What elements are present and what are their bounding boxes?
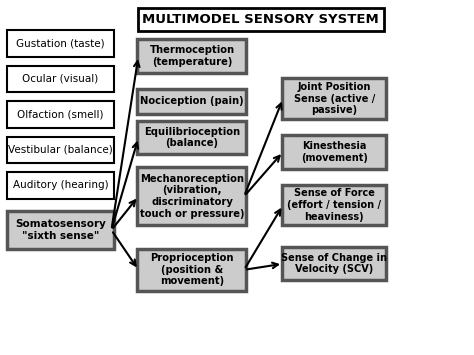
Text: Gustation (taste): Gustation (taste) (16, 38, 105, 49)
Text: Joint Position
Sense (active /
passive): Joint Position Sense (active / passive) (293, 82, 375, 115)
FancyBboxPatch shape (137, 39, 246, 73)
Text: Sense of Force
(effort / tension /
heaviness): Sense of Force (effort / tension / heavi… (287, 189, 381, 222)
Text: Vestibular (balance): Vestibular (balance) (8, 145, 113, 155)
FancyBboxPatch shape (7, 101, 114, 128)
Text: Sense of Change in
Velocity (SCV): Sense of Change in Velocity (SCV) (281, 253, 387, 274)
FancyBboxPatch shape (7, 172, 114, 199)
FancyBboxPatch shape (7, 211, 114, 248)
FancyBboxPatch shape (282, 247, 386, 280)
Text: Nociception (pain): Nociception (pain) (140, 96, 244, 106)
Text: Mechanoreception
(vibration,
discriminatory
touch or pressure): Mechanoreception (vibration, discriminat… (140, 174, 244, 219)
Text: Equilibrioception
(balance): Equilibrioception (balance) (144, 127, 240, 148)
FancyBboxPatch shape (7, 137, 114, 163)
Text: Olfaction (smell): Olfaction (smell) (17, 109, 104, 120)
FancyBboxPatch shape (137, 89, 246, 114)
Text: MULTIMODEL SENSORY SYSTEM: MULTIMODEL SENSORY SYSTEM (142, 13, 379, 26)
FancyBboxPatch shape (7, 66, 114, 92)
FancyBboxPatch shape (282, 185, 386, 225)
Text: Kinesthesia
(movement): Kinesthesia (movement) (301, 141, 368, 163)
Text: Somatosensory
"sixth sense": Somatosensory "sixth sense" (15, 219, 106, 241)
FancyBboxPatch shape (137, 167, 246, 225)
Text: Proprioception
(position &
movement): Proprioception (position & movement) (150, 253, 234, 286)
FancyBboxPatch shape (137, 121, 246, 154)
Text: Thermoception
(temperature): Thermoception (temperature) (149, 45, 235, 67)
FancyBboxPatch shape (7, 30, 114, 57)
FancyBboxPatch shape (137, 248, 246, 291)
FancyBboxPatch shape (282, 78, 386, 119)
FancyBboxPatch shape (282, 135, 386, 169)
Text: Ocular (visual): Ocular (visual) (22, 74, 99, 84)
Text: Auditory (hearing): Auditory (hearing) (13, 180, 108, 191)
